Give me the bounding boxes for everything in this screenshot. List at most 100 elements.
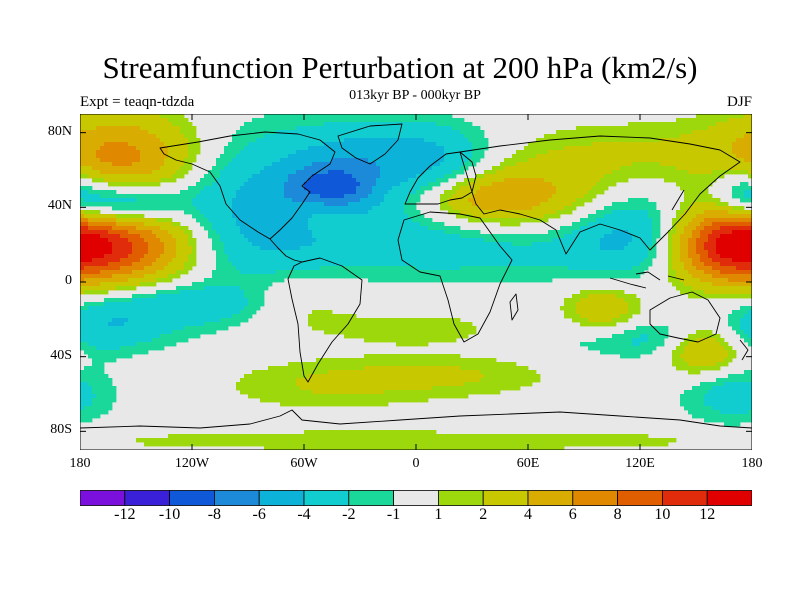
field-cell: [432, 166, 437, 171]
field-cell: [92, 178, 97, 183]
field-cell: [640, 226, 645, 231]
field-cell: [512, 234, 517, 239]
field-cell: [596, 230, 601, 235]
field-cell: [624, 234, 629, 239]
field-cell: [652, 122, 657, 127]
field-cell: [744, 234, 749, 239]
field-cell: [80, 234, 85, 239]
field-cell: [320, 202, 325, 207]
field-cell: [512, 174, 517, 179]
field-cell: [644, 202, 649, 207]
field-cell: [356, 162, 361, 167]
field-cell: [328, 186, 333, 191]
field-cell: [176, 246, 181, 251]
field-cell: [80, 254, 85, 259]
field-cell: [384, 206, 389, 211]
field-cell: [412, 154, 417, 159]
field-cell: [368, 226, 373, 231]
field-cell: [320, 226, 325, 231]
field-cell: [268, 134, 273, 139]
field-cell: [676, 242, 681, 247]
field-cell: [172, 138, 177, 143]
field-cell: [552, 198, 557, 203]
field-cell: [348, 122, 353, 127]
field-cell: [212, 230, 217, 235]
field-cell: [664, 178, 669, 183]
field-cell: [632, 138, 637, 143]
field-cell: [612, 214, 617, 219]
field-cell: [244, 158, 249, 163]
field-cell: [368, 174, 373, 179]
field-cell: [284, 118, 289, 123]
field-cell: [312, 202, 317, 207]
field-cell: [88, 238, 93, 243]
field-cell: [320, 158, 325, 163]
field-cell: [420, 114, 425, 119]
field-cell: [168, 194, 173, 199]
field-cell: [208, 230, 213, 235]
field-cell: [168, 202, 173, 207]
field-cell: [688, 158, 693, 163]
field-cell: [212, 234, 217, 239]
field-cell: [476, 238, 481, 243]
field-cell: [440, 234, 445, 239]
field-cell: [696, 218, 701, 223]
field-cell: [644, 218, 649, 223]
field-cell: [288, 202, 293, 207]
field-cell: [436, 234, 441, 239]
field-cell: [384, 222, 389, 227]
field-cell: [616, 134, 621, 139]
field-cell: [684, 154, 689, 159]
field-cell: [280, 234, 285, 239]
field-cell: [692, 166, 697, 171]
field-cell: [552, 250, 557, 255]
field-cell: [160, 222, 165, 227]
field-cell: [168, 114, 173, 119]
field-cell: [360, 210, 365, 215]
field-cell: [148, 226, 153, 231]
field-cell: [348, 142, 353, 147]
field-cell: [632, 250, 637, 255]
field-cell: [396, 202, 401, 207]
field-cell: [360, 174, 365, 179]
field-cell: [704, 166, 709, 171]
field-cell: [684, 158, 689, 163]
field-cell: [120, 242, 125, 247]
field-cell: [276, 242, 281, 247]
field-cell: [132, 194, 137, 199]
field-cell: [560, 194, 565, 199]
field-cell: [568, 194, 573, 199]
field-cell: [436, 242, 441, 247]
field-cell: [484, 190, 489, 195]
field-cell: [560, 130, 565, 135]
field-cell: [524, 178, 529, 183]
field-cell: [424, 126, 429, 131]
field-cell: [632, 198, 637, 203]
field-cell: [644, 226, 649, 231]
field-cell: [184, 254, 189, 259]
field-cell: [700, 142, 705, 147]
field-cell: [492, 166, 497, 171]
field-cell: [688, 202, 693, 207]
field-cell: [364, 190, 369, 195]
field-cell: [296, 242, 301, 247]
field-cell: [108, 182, 113, 187]
field-cell: [296, 166, 301, 171]
field-cell: [564, 158, 569, 163]
field-cell: [224, 222, 229, 227]
field-cell: [428, 186, 433, 191]
field-cell: [444, 114, 449, 119]
field-cell: [160, 166, 165, 171]
field-cell: [372, 162, 377, 167]
field-cell: [448, 126, 453, 131]
field-cell: [376, 126, 381, 131]
field-cell: [368, 242, 373, 247]
field-cell: [256, 190, 261, 195]
field-cell: [80, 142, 85, 147]
field-cell: [728, 222, 733, 227]
field-cell: [476, 234, 481, 239]
field-cell: [360, 118, 365, 123]
field-cell: [268, 242, 273, 247]
field-cell: [324, 134, 329, 139]
field-cell: [288, 226, 293, 231]
